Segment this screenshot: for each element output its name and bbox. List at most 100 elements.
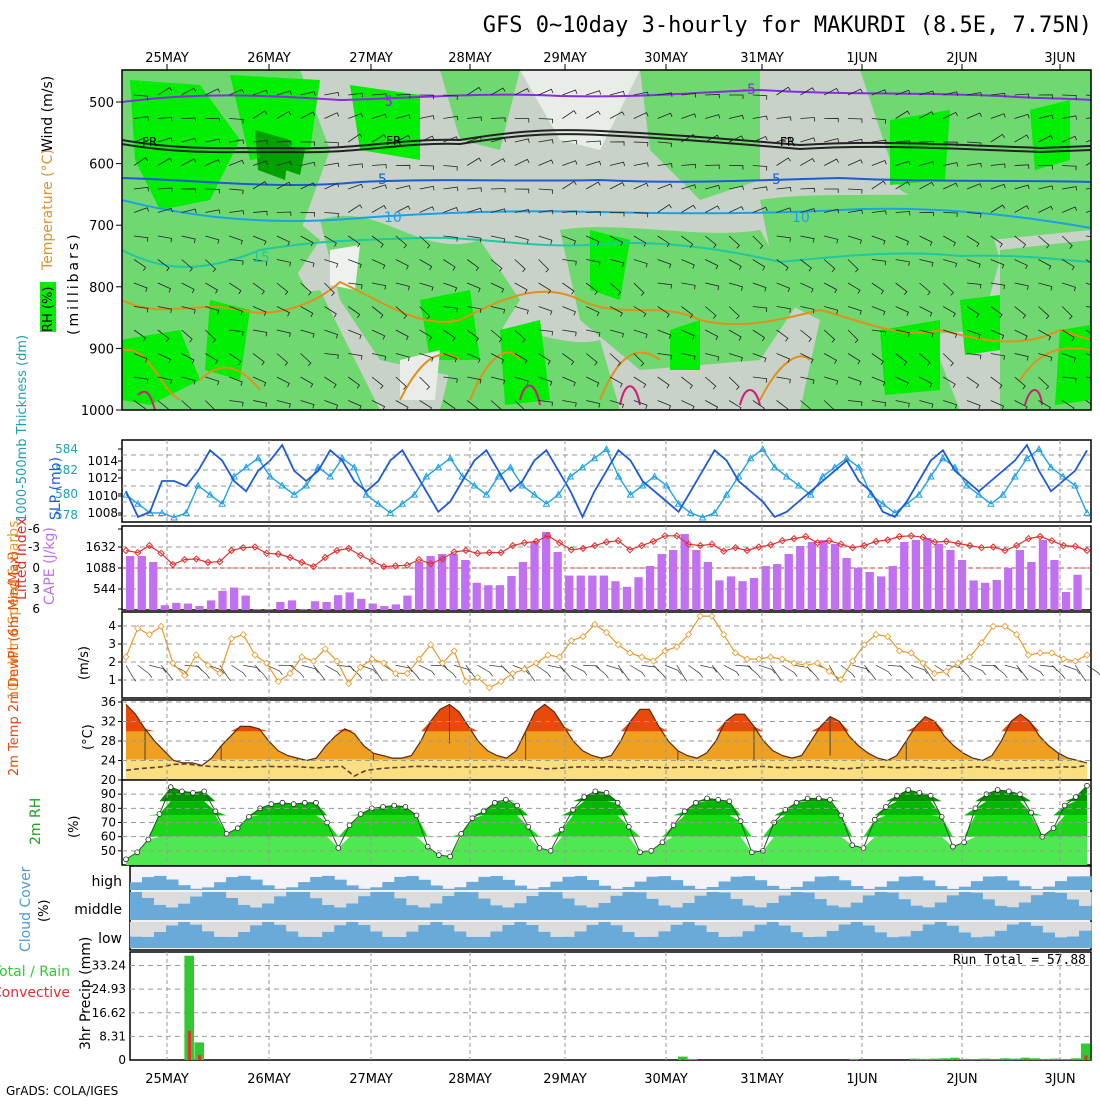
cloud-cover-bar — [791, 887, 804, 890]
cloud-cover-gap — [154, 922, 167, 932]
rh-point — [224, 831, 229, 836]
bottom-date-label: 2JUN — [946, 1072, 977, 1087]
cloud-cover-bar — [370, 887, 383, 890]
cloud-cover-gap — [623, 922, 636, 932]
cloud-cover-gap — [887, 922, 900, 937]
cloud-cover-bar — [154, 905, 167, 920]
cloud-cover-gap — [406, 892, 419, 905]
bottom-date-label: 25MAY — [145, 1072, 189, 1087]
pressure-tick-label: 900 — [89, 342, 114, 357]
cape-bar — [218, 591, 226, 610]
cape-bar — [1050, 560, 1058, 610]
rh-point — [314, 800, 319, 805]
cloud-cover-bar — [1043, 892, 1056, 920]
temperature-ylabel: 2m Temp 2m DewPt (6hr Min/Max) — [7, 551, 22, 776]
cloud-cover-gap — [334, 892, 347, 907]
temperature-cool-area — [126, 760, 1087, 781]
cape-bar — [265, 609, 273, 610]
rh-point — [537, 846, 542, 851]
cloud-cover-gap — [226, 892, 239, 898]
cloud-cover-bar — [346, 922, 359, 948]
cloud-cover-bar — [430, 903, 443, 920]
cloud-cover-gap — [575, 892, 588, 905]
cloud-level-high: high — [91, 874, 122, 890]
cloud-cover-bar — [442, 896, 455, 920]
contour-label-teal-15: 15 — [252, 250, 270, 266]
cloud-cover-gap — [394, 892, 407, 898]
cloud-cover-bar — [755, 907, 768, 920]
cloud-cover-bar — [490, 932, 503, 949]
cloud-cover-bar — [1031, 895, 1044, 920]
cloud-cover-bar — [827, 906, 840, 921]
cloud-cover-bar — [358, 889, 371, 890]
rh-point — [850, 843, 855, 848]
cape-bar — [981, 583, 989, 610]
cloud-cover-bar — [262, 885, 275, 890]
cloud-cover-bar — [382, 892, 395, 920]
cloud-cover-gap — [827, 892, 840, 906]
cloud-cover-bar — [550, 882, 563, 890]
cape-bar — [646, 566, 654, 610]
bottom-date-label: 26MAY — [247, 1072, 291, 1087]
cloud-cover-gap — [514, 892, 527, 903]
cloud-cover-bar — [298, 937, 311, 948]
cloud-cover-gap — [683, 892, 696, 903]
cape-bar — [299, 609, 307, 610]
slp-tick-label: 1008 — [87, 506, 118, 520]
cloud-cover-bar — [418, 925, 431, 948]
cloud-cover-bar — [767, 886, 780, 890]
contour-label-purple-neg5: -5 — [742, 82, 756, 98]
cloud-cover-bar — [587, 880, 600, 890]
rh-point — [448, 854, 453, 859]
cloud-cover-gap — [563, 922, 576, 937]
cape-bar — [484, 585, 492, 610]
cape-bar — [831, 544, 839, 610]
cloud-cover-bar — [274, 925, 287, 948]
cape-bar — [311, 601, 319, 610]
cloud-cover-bar — [130, 892, 143, 920]
cape-bar — [369, 604, 377, 610]
rh-point — [280, 800, 285, 805]
precip-convective-bar — [198, 1055, 201, 1060]
millibars-label: (millibars) — [66, 231, 82, 335]
cloud-cover-bar — [334, 907, 347, 920]
cape-bar — [461, 560, 469, 610]
cloud-cover-bar — [274, 896, 287, 920]
cloud-cover-gap — [719, 922, 732, 937]
rh-ylabel: 2m RH — [28, 798, 44, 845]
cape-bar — [542, 532, 550, 610]
rh-point — [492, 800, 497, 805]
cape-bar — [785, 554, 793, 610]
cloud-cover-bar — [1055, 937, 1068, 948]
cloud-cover-bar — [887, 937, 900, 948]
rh-point — [1062, 803, 1067, 808]
cloud-cover-gap — [526, 892, 539, 896]
cloud-cover-bar — [1019, 922, 1032, 948]
rh-point — [124, 857, 129, 862]
wind-label: Wind (m/s) — [40, 76, 56, 152]
cloud-cover-gap — [298, 922, 311, 937]
cloud-cover-bar — [502, 925, 515, 948]
cape-bar — [588, 576, 596, 610]
cape-bar — [184, 604, 192, 610]
cloud-cover-bar — [130, 937, 143, 948]
cloud-cover-bar — [238, 876, 251, 890]
cloud-cover-bar — [478, 937, 491, 948]
precip-convective-bar — [1034, 1060, 1037, 1061]
rh-tick-label: 80 — [101, 801, 116, 815]
cape-bar — [392, 604, 400, 610]
rh-point — [146, 837, 151, 842]
rh-point — [213, 809, 218, 814]
cloud-cover-gap — [899, 892, 912, 899]
cape-bar — [900, 542, 908, 610]
pressure-tick-label: 1000 — [81, 404, 114, 419]
cloud-cover-bar — [983, 877, 996, 891]
cloud-cover-bar — [563, 937, 576, 948]
cloud-cover-bar — [755, 880, 768, 890]
cloud-cover-gap — [923, 892, 936, 907]
cloud-cover-gap — [863, 892, 876, 895]
cloud-cover-gap — [418, 892, 431, 907]
cloud-cover-bar — [262, 904, 275, 921]
